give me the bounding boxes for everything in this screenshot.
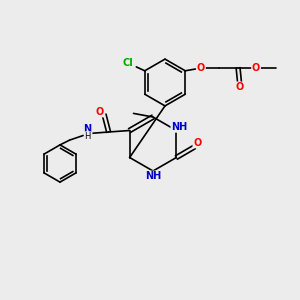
Text: N: N <box>84 124 92 134</box>
Text: O: O <box>95 106 104 117</box>
Text: Cl: Cl <box>123 58 134 68</box>
Text: O: O <box>197 63 205 73</box>
Text: O: O <box>236 82 244 92</box>
Text: H: H <box>84 132 91 141</box>
Text: NH: NH <box>145 171 161 182</box>
Text: NH: NH <box>171 122 188 132</box>
Text: O: O <box>193 137 202 148</box>
Text: O: O <box>252 63 260 73</box>
